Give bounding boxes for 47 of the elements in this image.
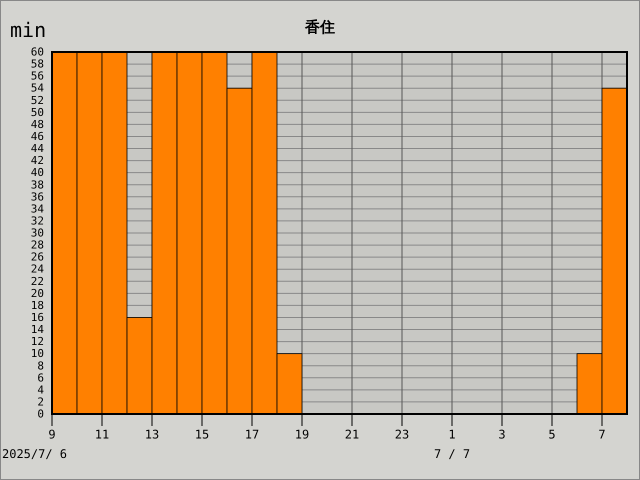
y-tick-label: 20: [30, 286, 44, 300]
y-tick-label: 2: [37, 395, 44, 408]
chart-title: 香住: [304, 18, 335, 36]
y-axis-title: min: [10, 18, 46, 42]
y-tick-label: 38: [30, 178, 44, 192]
y-tick-label: 24: [30, 262, 44, 276]
y-tick-label: 50: [30, 106, 44, 119]
y-tick-label: 14: [30, 323, 44, 336]
x-tick-label: 21: [344, 428, 360, 442]
text: 2025/7/ 6: [2, 447, 68, 461]
x-tick-label: 19: [294, 428, 310, 442]
y-tick-label: 26: [30, 250, 44, 264]
y-tick-label: 22: [30, 274, 44, 288]
x-tick-label: 15: [194, 428, 210, 442]
y-tick-label: 40: [30, 166, 44, 180]
y-tick-label: 42: [30, 154, 44, 168]
x-tick-label: 7: [598, 428, 606, 442]
x-tick-label: 9: [48, 428, 56, 442]
x-tick-label: 1: [448, 428, 456, 442]
y-tick-label: 10: [30, 347, 44, 360]
y-tick-label: 16: [30, 310, 44, 324]
x-tick-label: 5: [548, 428, 556, 442]
y-tick-label: 18: [30, 298, 44, 312]
x-tick-label: 23: [394, 428, 410, 442]
y-tick-label: 44: [30, 142, 44, 156]
x-tick-label: 3: [498, 428, 506, 442]
y-tick-label: 8: [37, 359, 44, 372]
y-tick-label: 12: [30, 335, 44, 348]
y-tick-label: 28: [30, 238, 44, 252]
y-tick-label: 36: [30, 190, 44, 204]
y-tick-label: 52: [30, 94, 44, 107]
y-tick-label: 32: [30, 214, 44, 228]
x-tick-label: 11: [94, 428, 110, 442]
y-tick-label: 0: [37, 408, 44, 421]
y-tick-label: 30: [30, 226, 44, 240]
y-tick-label: 54: [30, 82, 44, 95]
y-tick-label: 4: [37, 383, 44, 396]
y-tick-label: 60: [30, 46, 44, 59]
y-tick-label: 56: [30, 70, 44, 83]
y-tick-label: 58: [30, 58, 44, 71]
y-tick-label: 46: [30, 130, 44, 143]
y-tick-label: 34: [30, 202, 44, 216]
x-tick-label: 13: [144, 428, 160, 442]
y-tick-label: 6: [37, 371, 44, 384]
text: 7 / 7: [434, 447, 470, 461]
y-tick-label: 48: [30, 118, 44, 131]
x-tick-label: 17: [244, 428, 260, 442]
